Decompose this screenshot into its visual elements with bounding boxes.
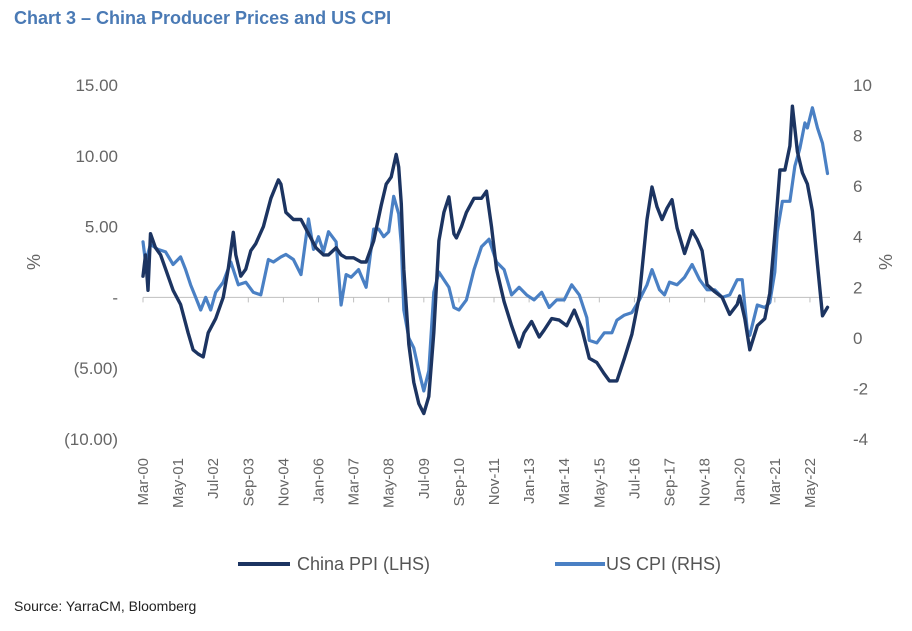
x-tick-label: Jul-02: [205, 458, 222, 499]
x-tick-label: Mar-21: [767, 458, 784, 506]
y-axis-label-right: %: [876, 254, 896, 270]
x-tick-label: Nov-04: [275, 458, 292, 506]
x-tick-label: Jul-16: [626, 458, 643, 499]
x-tick-label: Mar-14: [556, 458, 573, 506]
right-tick-label: -4: [853, 430, 868, 449]
x-tick-label: May-08: [381, 458, 398, 508]
series-lines: [141, 104, 830, 416]
left-tick-label: -: [112, 288, 118, 307]
x-tick-label: May-01: [170, 458, 187, 508]
left-tick-label: (10.00): [64, 430, 118, 449]
x-tick-label: May-15: [591, 458, 608, 508]
right-tick-label: 10: [853, 76, 872, 95]
x-tick-label: Jul-09: [416, 458, 433, 499]
right-tick-label: -2: [853, 379, 868, 398]
x-tick-label: Nov-18: [697, 458, 714, 506]
right-tick-label: 0: [853, 329, 862, 348]
left-tick-label: (5.00): [74, 359, 118, 378]
left-tick-label: 5.00: [85, 218, 118, 237]
x-tick-label: Mar-00: [135, 458, 152, 506]
source-note: Source: YarraCM, Bloomberg: [14, 598, 197, 614]
right-tick-label: 8: [853, 127, 862, 146]
chart-title: Chart 3 – China Producer Prices and US C…: [14, 8, 392, 28]
right-tick-label: 6: [853, 177, 862, 196]
x-tick-label: Sep-10: [451, 458, 468, 506]
x-tick-label: Sep-17: [662, 458, 679, 506]
series-line-us-cpi: [141, 106, 830, 393]
x-tick-label: May-22: [802, 458, 819, 508]
y-axis-label-left: %: [24, 254, 44, 270]
x-tick-label: Nov-11: [486, 458, 503, 505]
series-line-china-ppi: [141, 104, 830, 416]
x-tick-label: Jan-13: [521, 458, 538, 504]
x-tick-label: Sep-03: [240, 458, 257, 506]
left-tick-label: 10.00: [75, 147, 118, 166]
left-tick-label: 15.00: [75, 76, 118, 95]
left-axis-ticks: 15.00 10.00 5.00 - (5.00) (10.00): [64, 76, 118, 449]
right-axis-ticks: 10 8 6 4 2 0 -2 -4: [853, 76, 872, 449]
legend-china-ppi-label: China PPI (LHS): [297, 554, 430, 574]
x-axis-ticks: Mar-00 May-01 Jul-02 Sep-03 Nov-04 Jan-06 Mar-…: [135, 297, 819, 508]
legend-us-cpi-label: US CPI (RHS): [606, 554, 721, 574]
x-tick-label: Jan-20: [732, 458, 749, 504]
x-tick-label: Jan-06: [311, 458, 328, 504]
right-tick-label: 4: [853, 228, 862, 247]
right-tick-label: 2: [853, 278, 862, 297]
legend: China PPI (LHS) US CPI (RHS): [238, 554, 721, 574]
x-tick-label: Mar-07: [346, 458, 363, 506]
